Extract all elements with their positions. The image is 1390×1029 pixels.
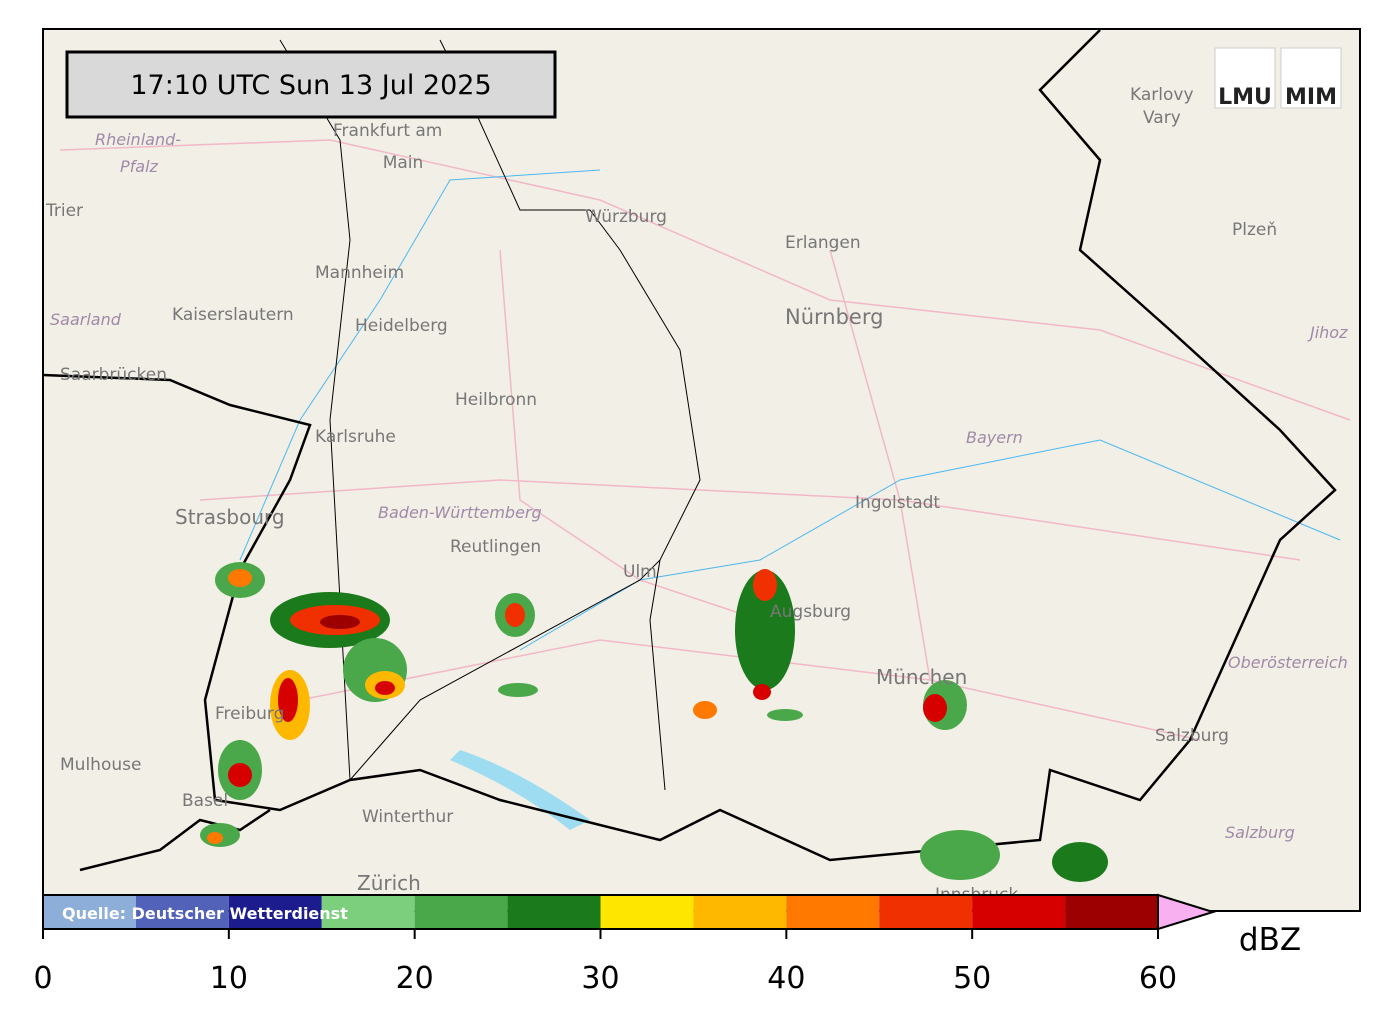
timestamp: 17:10 UTC Sun 13 Jul 2025: [130, 70, 491, 101]
colorbar-segment: [600, 895, 694, 929]
timestamp-box: [65, 50, 557, 119]
colorbar-segment: [507, 895, 601, 929]
colorbar-segment: [414, 895, 508, 929]
place-label: Ingolstadt: [855, 493, 940, 513]
place-label: Erlangen: [785, 233, 861, 253]
place-label: Augsburg: [770, 602, 851, 622]
region-label: Rheinland-: [95, 130, 181, 149]
place-label: Kaiserslautern: [172, 305, 294, 325]
region-label: Jihoz: [1307, 323, 1348, 342]
colorbar-tick-label: 40: [767, 961, 805, 996]
place-label: Frankfurt am: [333, 121, 442, 141]
place-label: Main: [383, 153, 424, 173]
colorbar-tick-label: 20: [396, 961, 434, 996]
country-borders: [42, 29, 1337, 872]
place-label: München: [876, 665, 967, 689]
region-label: Bayern: [966, 428, 1023, 447]
colorbar-tick-label: 30: [581, 961, 619, 996]
place-label: Strasbourg: [175, 505, 285, 529]
place-label: Würzburg: [585, 207, 667, 227]
colorbar: 0 10 20 30 40 50 60: [33, 893, 1217, 996]
colorbar-segment: [786, 895, 880, 929]
colorbar-segment: [135, 895, 229, 929]
place-label: Basel: [182, 791, 228, 811]
place-label: Nürnberg: [785, 305, 883, 329]
colorbar-segment: [1065, 895, 1158, 929]
roads: [59, 139, 1351, 741]
colorbar-segment: [228, 895, 322, 929]
colorbar-tick-label: 10: [210, 961, 248, 996]
place-label: Reutlingen: [450, 537, 541, 557]
place-labels: Frankfurt am Main Rheinland- Pfalz Trier…: [45, 85, 1348, 905]
place-label: Trier: [45, 201, 83, 221]
place-label: Heilbronn: [455, 390, 537, 410]
colorbar-tick-label: 0: [33, 961, 52, 996]
region-label: Oberösterreich: [1228, 653, 1348, 672]
place-label: Plzeň: [1232, 220, 1277, 240]
place-label: Vary: [1143, 108, 1181, 128]
colorbar-tick-label: 60: [1139, 961, 1177, 996]
region-label: Baden-Württemberg: [378, 503, 542, 522]
map-frame: [42, 28, 1361, 912]
region-label: Salzburg: [1225, 823, 1295, 842]
lake: [450, 750, 590, 830]
colorbar-segment: [693, 895, 787, 929]
colorbar-unit: dBZ: [1239, 922, 1301, 958]
place-label: Mannheim: [315, 263, 404, 283]
region-label: Saarland: [50, 310, 122, 329]
place-label: Salzburg: [1155, 726, 1229, 746]
colorbar-tick-label: 50: [953, 961, 991, 996]
region-label: Pfalz: [120, 157, 159, 176]
place-label: Ulm: [623, 562, 657, 582]
logo: MIM: [1285, 85, 1337, 110]
colorbar-segment: [879, 895, 973, 929]
place-label: Freiburg: [215, 704, 284, 724]
place-label: Zürich: [357, 871, 421, 895]
source-label: Quelle: Deutscher Wetterdienst: [62, 904, 348, 923]
place-label: Karlovy: [1130, 85, 1194, 105]
place-label: Mulhouse: [60, 755, 141, 775]
colorbar-segment: [43, 895, 136, 929]
place-label: Saarbrücken: [60, 365, 167, 385]
logo-box: [1280, 47, 1342, 109]
colorbar-segment: [321, 895, 415, 929]
radar-echoes: [200, 562, 1108, 882]
place-label: Karlsruhe: [315, 427, 396, 447]
place-label: Heidelberg: [355, 316, 448, 336]
logo: LMU: [1218, 85, 1272, 110]
place-label: Winterthur: [362, 807, 453, 827]
logo-box: [1214, 47, 1276, 109]
colorbar-segment: [972, 895, 1066, 929]
rivers: [239, 169, 1341, 651]
